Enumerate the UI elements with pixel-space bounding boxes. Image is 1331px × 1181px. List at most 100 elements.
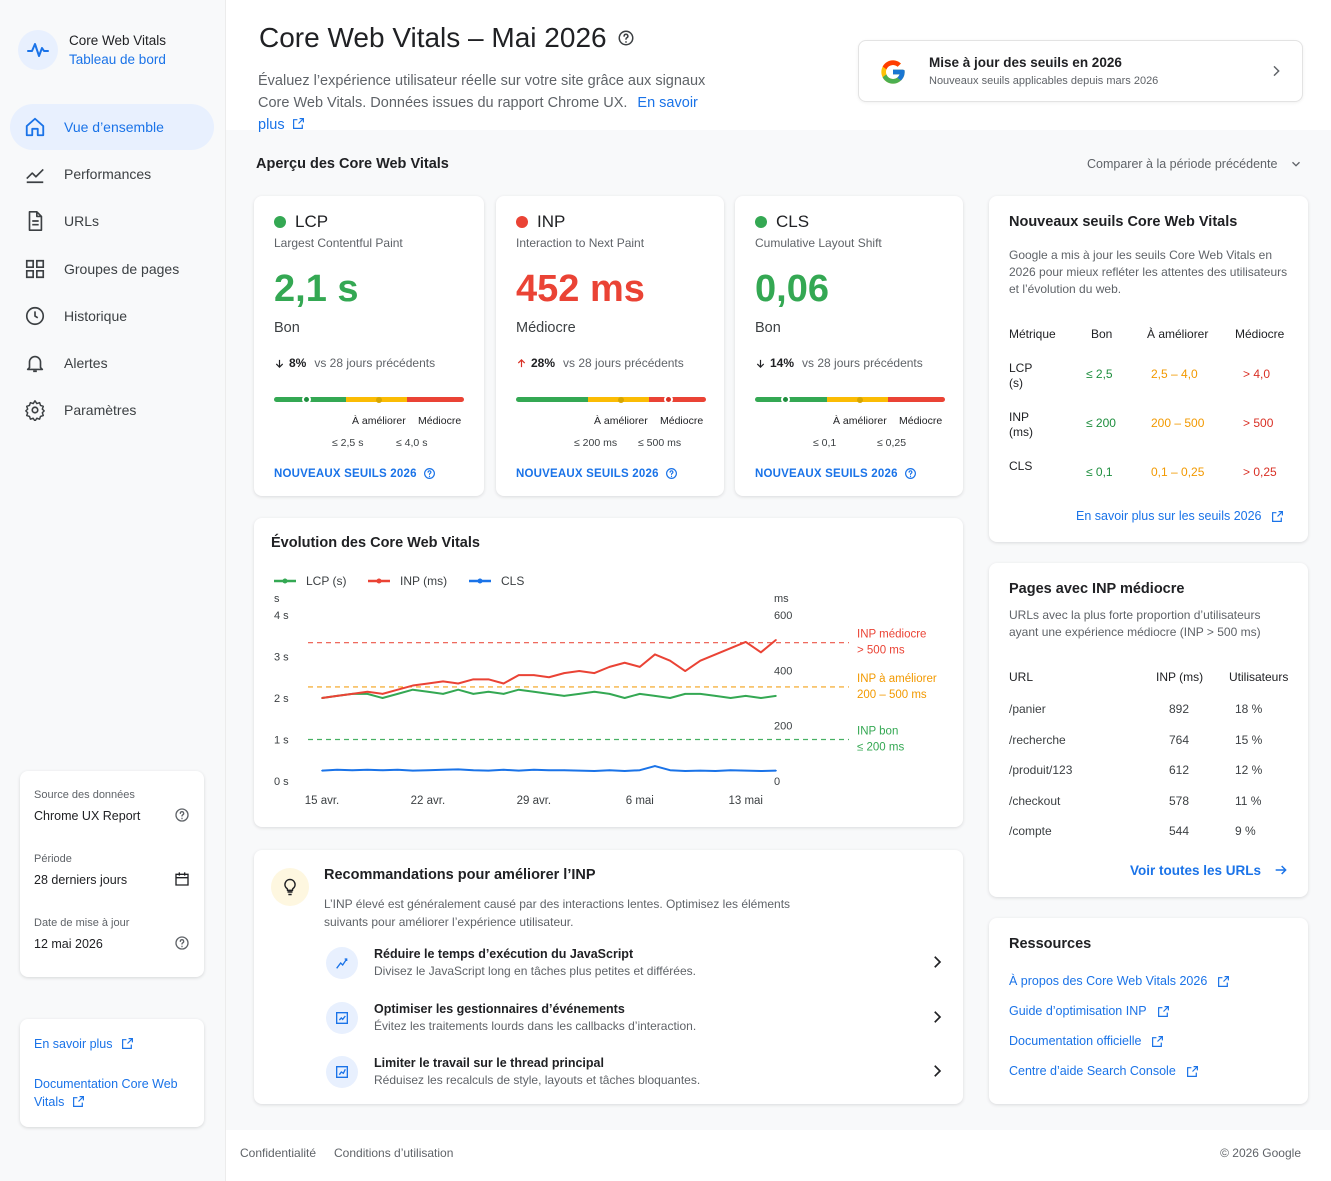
metric-card-inp[interactable]: INP Interaction to Next Paint 452 ms Médioc… (496, 196, 724, 496)
url-cell: /recherche (1009, 732, 1066, 747)
table-row[interactable]: /panier 892 18 % (989, 702, 1308, 720)
needs-improvement-range: 0,1 – 0,25 (1151, 465, 1205, 479)
help-icon[interactable] (174, 807, 190, 823)
view-all-urls-link[interactable]: Voir toutes les URLs (1130, 862, 1289, 878)
column-header: URL (1009, 670, 1034, 684)
table-row[interactable]: /produit/123 612 12 % (989, 763, 1308, 781)
inp-cell: 578 (1169, 793, 1190, 808)
data-point (502, 768, 505, 771)
table-row[interactable]: /compte 544 9 % (989, 824, 1308, 842)
data-point (548, 676, 550, 679)
sidebar-item-performances[interactable]: Performances (10, 151, 214, 197)
privacy-link[interactable]: Confidentialité (240, 1146, 317, 1160)
legend-label: LCP (s) (306, 574, 346, 588)
sidebar-item-label: Performances (64, 166, 152, 183)
sidebar-item-alerts[interactable]: Alertes (10, 340, 214, 386)
trending-icon (24, 163, 46, 185)
resource-link[interactable]: À propos des Core Web Vitals 2026 (1009, 974, 1230, 988)
legend-item[interactable]: CLS (469, 574, 524, 588)
new-thresholds-label: NOUVEAUX SEUILS 2026 (274, 467, 417, 480)
data-point (578, 670, 581, 672)
sidebar-item-urls[interactable]: URLs (10, 198, 214, 244)
docs-link[interactable]: Documentation Core Web Vitals (34, 1075, 184, 1111)
metric-card-lcp[interactable]: LCP Largest Contentful Paint 2,1 s Bon 8% vs … (254, 196, 484, 496)
range-label: Médiocre (899, 415, 943, 427)
threshold-update-banner[interactable]: Mise à jour des seuils en 2026 Nouveaux … (858, 40, 1303, 102)
legend-item[interactable]: LCP (s) (274, 574, 346, 588)
chevron-right-icon (928, 1062, 946, 1080)
data-point (366, 690, 369, 693)
users-cell: 11 % (1235, 793, 1262, 808)
resource-link-label: Centre d’aide Search Console (1009, 1064, 1176, 1078)
data-point (775, 639, 777, 641)
column-header: INP (ms) (1156, 670, 1204, 684)
recommendation-item[interactable]: Optimiser les gestionnaires d’événements… (326, 1002, 946, 1042)
column-header: Métrique (1009, 327, 1056, 341)
table-row[interactable]: /recherche 764 15 % (989, 733, 1308, 751)
sidebar-nav: Vue d’ensemble Performances URLs Groupes… (10, 104, 214, 434)
header-learn-more-link[interactable]: En savoir plus (258, 95, 698, 133)
x-tick-label: 29 avr. (517, 795, 552, 807)
threshold-marker (664, 395, 673, 404)
users-cell: 15 % (1235, 732, 1263, 747)
banner-subtitle: Nouveaux seuils applicables depuis mars … (929, 75, 1159, 87)
brand[interactable]: Core Web Vitals Tableau de bord (18, 30, 166, 70)
sidebar-item-overview[interactable]: Vue d’ensemble (10, 104, 214, 150)
good-range: ≤ 200 (1086, 416, 1116, 430)
calendar-icon[interactable] (174, 871, 190, 887)
help-icon (665, 467, 678, 480)
data-point (714, 770, 717, 772)
column-header: Utilisateurs (1229, 670, 1289, 684)
sidebar-item-settings[interactable]: Paramètres (10, 387, 214, 433)
resources-card: Ressources À propos des Core Web Vitals … (989, 918, 1308, 1104)
column-header: Bon (1091, 327, 1113, 341)
resource-link-label: Guide d’optimisation INP (1009, 1004, 1147, 1018)
metric-card-cls[interactable]: CLS Cumulative Layout Shift 0,06 Bon 14% vs 2… (735, 196, 963, 496)
help-icon[interactable] (174, 935, 190, 951)
update-value: 12 mai 2026 (34, 937, 103, 951)
bell-icon (24, 352, 46, 374)
help-icon[interactable] (617, 29, 635, 47)
legend-item[interactable]: INP (ms) (368, 574, 447, 588)
data-point (472, 693, 475, 695)
threshold-value: ≤ 0,25 (877, 437, 907, 449)
table-row[interactable]: /checkout 578 11 % (989, 794, 1308, 812)
data-source-value: Chrome UX Report (34, 809, 141, 823)
needs-improvement-range: 200 – 500 (1151, 416, 1205, 430)
resource-link[interactable]: Guide d’optimisation INP (1009, 1004, 1170, 1018)
terms-link[interactable]: Conditions d’utilisation (334, 1146, 454, 1160)
reference-label: INP bon (857, 726, 898, 738)
data-point (623, 770, 626, 772)
resource-link[interactable]: Documentation officielle (1009, 1034, 1164, 1048)
reference-sublabel: ≤ 200 ms (857, 742, 904, 754)
sidebar-item-page-groups[interactable]: Groupes de pages (10, 246, 214, 292)
new-thresholds-link[interactable]: NOUVEAUX SEUILS 2026 (755, 467, 917, 480)
column-header: À améliorer (1147, 327, 1209, 341)
data-point (412, 688, 414, 691)
new-thresholds-link[interactable]: NOUVEAUX SEUILS 2026 (274, 467, 436, 480)
thresholds-learn-more-link[interactable]: En savoir plus sur les seuils 2026 (1076, 509, 1284, 523)
learn-more-link[interactable]: En savoir plus (34, 1035, 190, 1053)
external-link-icon (1186, 1065, 1199, 1078)
sidebar-item-history[interactable]: Historique (10, 293, 214, 339)
clock-icon (24, 305, 46, 327)
recommendation-item[interactable]: Réduire le temps d’exécution du JavaScri… (326, 947, 946, 987)
compare-label: Comparer à la période précédente (1087, 157, 1278, 171)
new-thresholds-link[interactable]: NOUVEAUX SEUILS 2026 (516, 467, 678, 480)
poor-range: > 500 (1243, 416, 1274, 430)
data-point (729, 769, 732, 772)
recommendation-item[interactable]: Limiter le travail sur le thread princip… (326, 1056, 946, 1096)
compare-dropdown[interactable]: Comparer à la période précédente (1087, 157, 1303, 171)
data-point (381, 697, 384, 699)
page-subtitle: Évaluez l’expérience utilisateur réelle … (258, 70, 728, 136)
footer: Confidentialité Conditions d’utilisation… (226, 1130, 1331, 1181)
data-point (699, 693, 702, 695)
status-dot (755, 216, 767, 228)
data-point (472, 769, 475, 772)
help-icon (423, 467, 436, 480)
external-link-icon (1217, 975, 1230, 988)
y2-tick-label: 200 (774, 721, 792, 733)
data-point (548, 693, 550, 695)
resource-link[interactable]: Centre d’aide Search Console (1009, 1064, 1199, 1078)
data-point (321, 769, 323, 772)
